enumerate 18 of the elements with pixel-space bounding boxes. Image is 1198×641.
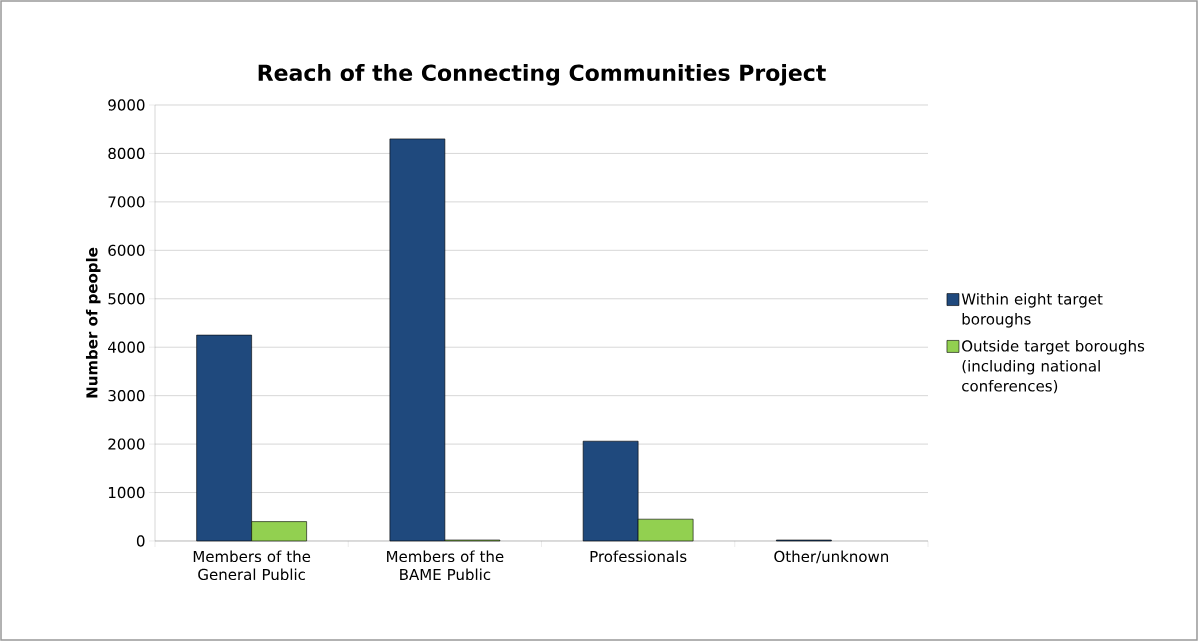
y-tick-label: 1000 [108,486,145,499]
y-tick-label: 3000 [108,389,145,402]
x-tick-label: Other/unknown [774,550,889,564]
chart-title: Reach of the Connecting Communities Project [258,64,826,86]
y-tick-label: 5000 [108,293,145,305]
x-tick-label: Professionals [590,550,687,563]
y-tick-label: 6000 [108,244,145,256]
legend-label: Outside target boroughs (including national conferences) [962,339,1145,394]
legend-label: Within eight target boroughs [961,293,1103,328]
x-tick-label: Members of the BAME Public [387,550,504,581]
y-tick-label: 7000 [108,196,145,208]
y-tick-label: 0 [136,535,145,547]
y-axis-title: Number of people [85,247,101,398]
y-tick-label: 2000 [108,438,145,450]
y-tick-label: 9000 [108,99,145,111]
x-tick-label: Members of the General Public [193,550,311,581]
y-tick-label: 8000 [108,147,145,160]
y-tick-label: 4000 [108,341,145,353]
